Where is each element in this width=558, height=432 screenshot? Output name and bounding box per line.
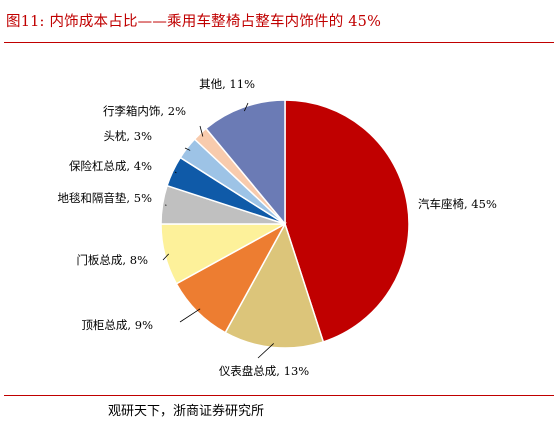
slice-label: 行李箱内饰, 2% [103,104,186,118]
source-note: 观研天下，浙商证券研究所 [108,404,265,419]
leader-line [243,102,249,112]
source-divider [4,395,554,396]
slice-label: 仪表盘总成, 13% [219,364,309,378]
leader-line [179,308,201,323]
slice-label: 其他, 11% [199,77,255,91]
leader-line [162,253,170,261]
pie-slice [204,99,286,227]
pie-slice [284,99,410,343]
slice-label: 顶柜总成, 9% [81,318,153,332]
chart-title: 图11: 内饰成本占比——乘用车整椅占整车内饰件的 45% [6,14,382,30]
slice-label: 门板总成, 8% [76,253,148,267]
title-divider [4,42,554,43]
slice-label: 保险杠总成, 4% [69,159,152,173]
leader-line [184,147,191,151]
pie-slice [224,222,325,349]
leader-line [257,343,274,359]
slice-label: 汽车座椅, 45% [418,197,497,211]
leader-line [199,125,204,137]
slice-label: 头枕, 3% [103,129,152,143]
leader-line [174,171,177,174]
slice-label: 地毯和隔音垫, 5% [57,191,152,205]
